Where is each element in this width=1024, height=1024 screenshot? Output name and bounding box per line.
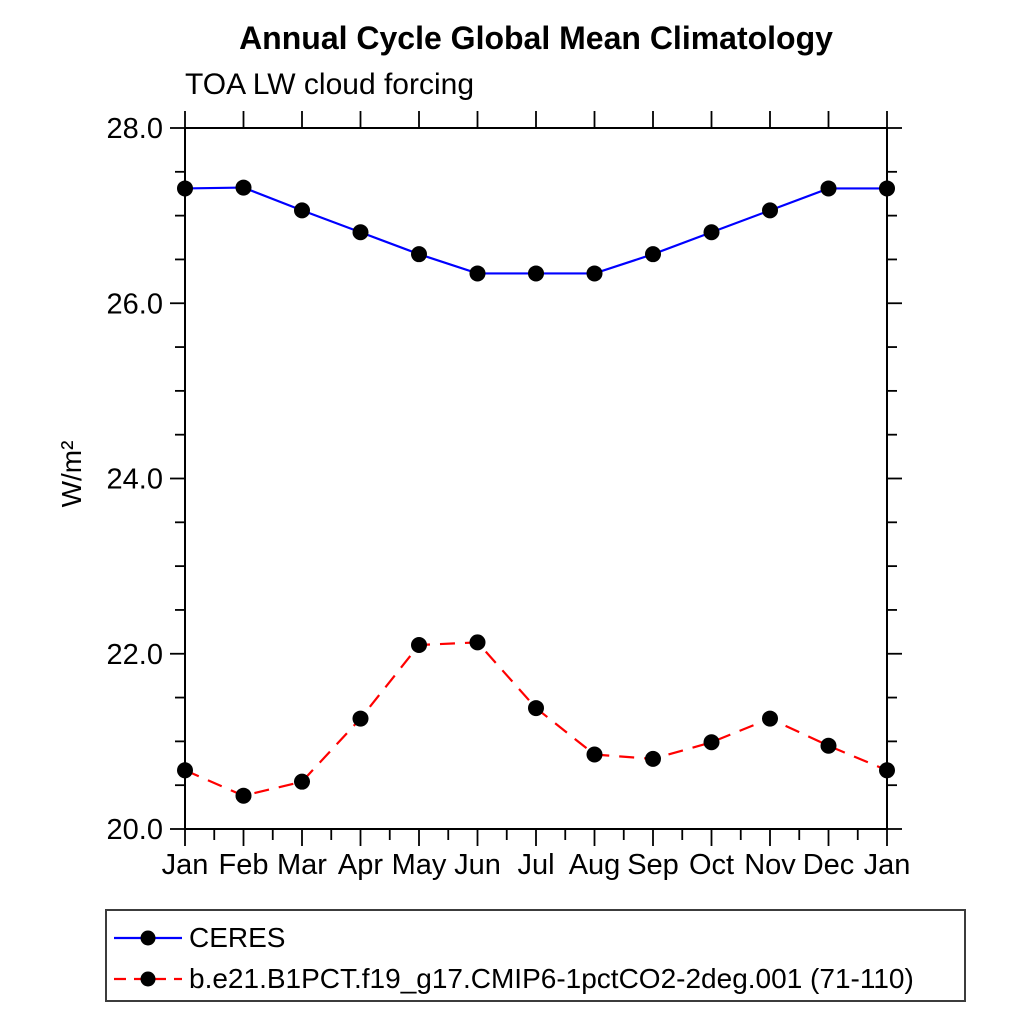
data-point-marker <box>528 265 544 282</box>
data-point-marker <box>469 634 486 651</box>
data-point-marker <box>645 750 661 767</box>
data-point-marker <box>762 710 778 727</box>
x-tick-label: Aug <box>569 849 621 881</box>
legend-line-sample <box>114 971 182 987</box>
data-point-marker <box>411 246 427 263</box>
x-tick-label: Nov <box>744 849 796 881</box>
legend-item-0: CERES <box>113 918 285 958</box>
data-point-marker <box>820 180 837 197</box>
legend: CERES b.e21.B1PCT.f19_g17.CMIP6-1pctCO2-2… <box>105 909 966 1002</box>
data-point-marker <box>879 762 895 779</box>
data-point-marker <box>586 746 603 763</box>
legend-label: CERES <box>189 922 286 953</box>
x-tick-label: Oct <box>689 849 734 881</box>
y-tick-label: 24.0 <box>107 464 163 496</box>
data-point-marker <box>469 265 486 282</box>
series-line-1 <box>184 641 888 797</box>
data-point-marker <box>879 180 895 197</box>
data-point-marker <box>703 224 720 241</box>
data-point-marker <box>352 224 369 241</box>
data-point-marker <box>294 202 310 219</box>
x-tick-label: Sep <box>627 849 679 881</box>
x-tick-label: Apr <box>338 849 383 881</box>
data-point-marker <box>703 734 720 751</box>
y-tick-label: 28.0 <box>107 113 163 145</box>
x-tick-label: Jan <box>864 849 911 881</box>
legend-line-sample <box>114 930 182 946</box>
data-point-marker <box>235 179 252 196</box>
chart-subtitle: TOA LW cloud forcing <box>185 68 475 101</box>
legend-item-1: b.e21.B1PCT.f19_g17.CMIP6-1pctCO2-2deg.0… <box>113 959 914 999</box>
y-tick-label: 20.0 <box>107 814 163 846</box>
x-tick-label: Mar <box>277 849 327 881</box>
x-tick-label: Jun <box>454 849 501 881</box>
data-point-marker <box>586 265 603 282</box>
data-point-marker <box>294 773 310 790</box>
x-tick-label: Dec <box>803 849 855 881</box>
legend-marker-dot <box>140 971 156 987</box>
legend-label: b.e21.B1PCT.f19_g17.CMIP6-1pctCO2-2deg.0… <box>189 963 914 994</box>
data-point-marker <box>820 737 837 754</box>
x-tick-label: May <box>392 849 447 881</box>
data-point-marker <box>352 710 369 727</box>
data-point-marker <box>411 636 427 653</box>
x-tick-label: Feb <box>219 849 269 881</box>
y-tick-label: 26.0 <box>107 288 163 320</box>
legend-marker-dot <box>140 930 156 946</box>
plot-frame <box>184 127 888 830</box>
chart-title: Annual Cycle Global Mean Climatology <box>239 20 833 56</box>
data-point-marker <box>528 700 544 717</box>
data-point-marker <box>762 202 778 219</box>
series-line-0 <box>184 186 887 275</box>
x-tick-label: Jul <box>517 849 554 881</box>
y-tick-label: 22.0 <box>107 639 163 671</box>
data-point-marker <box>645 246 661 263</box>
data-point-marker <box>235 787 252 804</box>
data-point-marker <box>177 180 193 197</box>
x-tick-label: Jan <box>162 849 209 881</box>
data-point-marker <box>177 762 193 779</box>
